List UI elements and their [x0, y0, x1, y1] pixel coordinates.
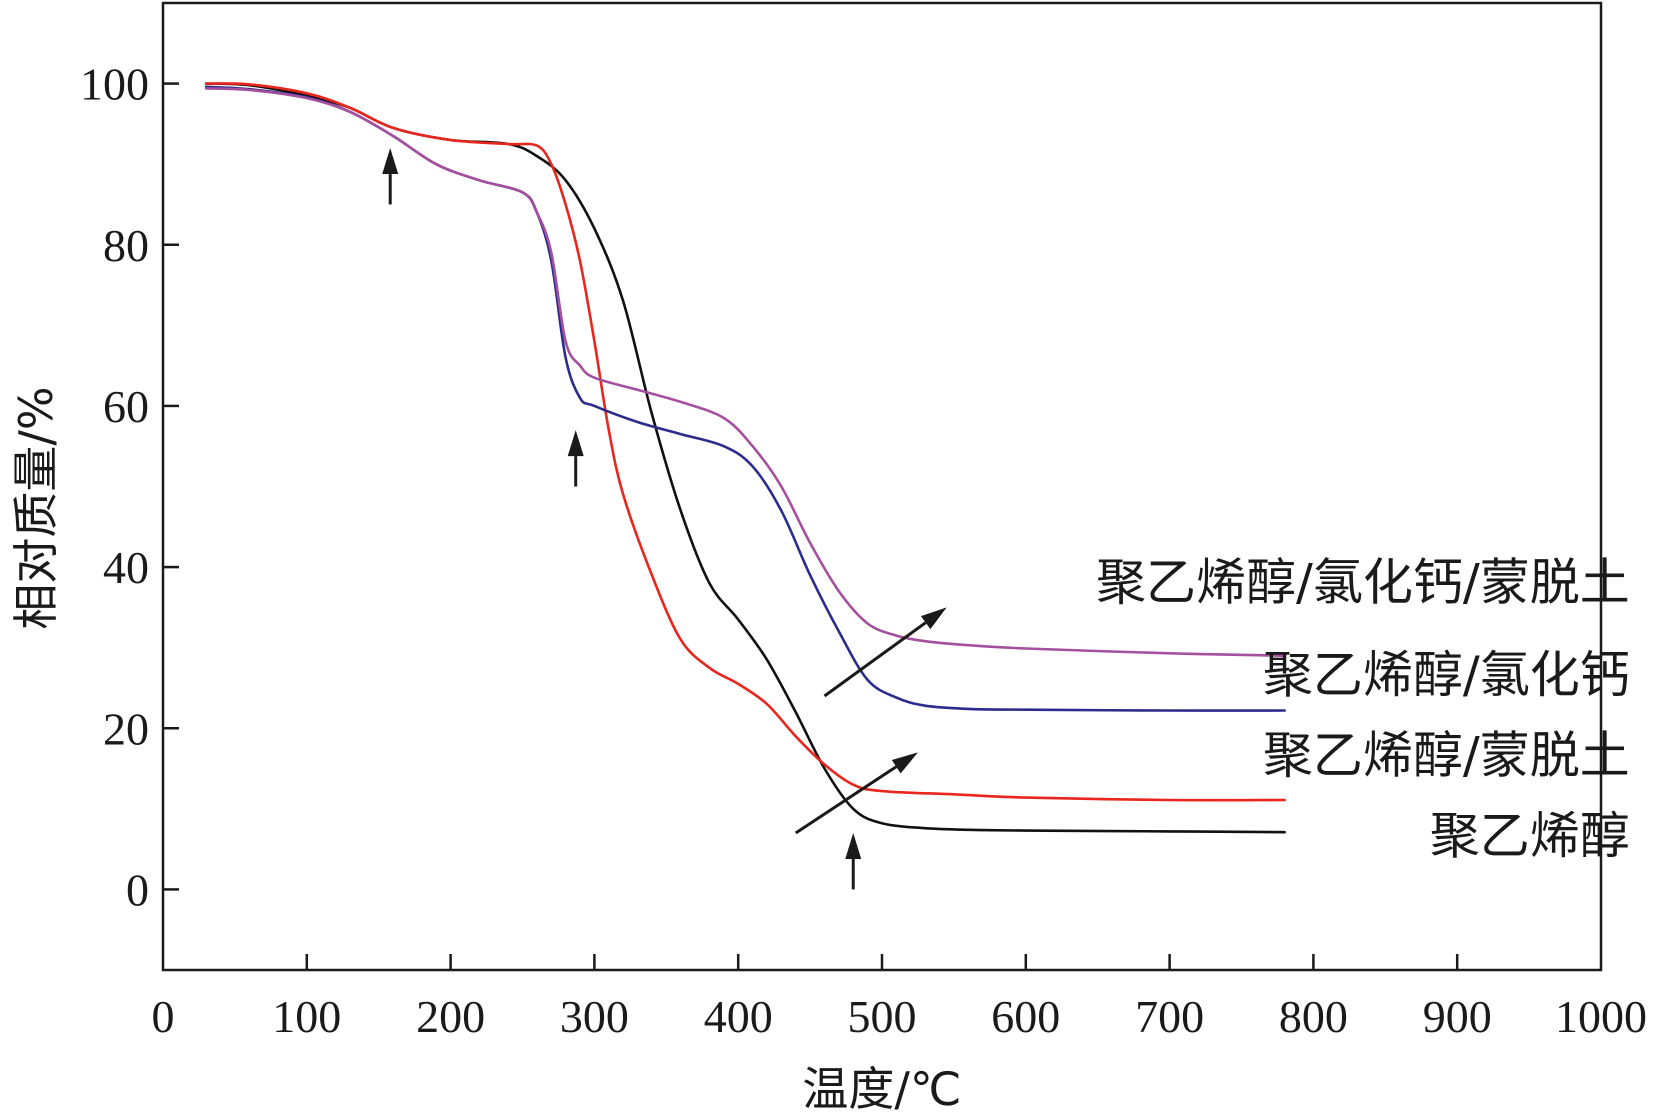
annotation-arrows	[382, 148, 947, 890]
x-tick-label: 800	[1279, 991, 1348, 1042]
y-tick-label: 0	[126, 864, 149, 915]
x-tick-label: 200	[416, 991, 485, 1042]
x-tick-label: 400	[704, 991, 773, 1042]
x-tick-label: 600	[991, 991, 1060, 1042]
series-line-1	[204, 82, 1286, 802]
x-tick-label: 700	[1135, 991, 1204, 1042]
series-label-0: 聚乙烯醇/氯化钙/蒙脱土	[1096, 553, 1630, 611]
y-tick-label: 40	[103, 542, 149, 593]
series-line-2	[204, 85, 1286, 712]
series-label-3: 聚乙烯醇	[1430, 807, 1630, 865]
label-arrow-pva-cacl2-mmt-head	[920, 607, 947, 630]
x-tick-label: 100	[272, 991, 341, 1042]
plot-frame	[161, 1, 1603, 972]
series-label-1: 聚乙烯醇/氯化钙	[1263, 646, 1630, 704]
peak-arrow-1-head	[382, 148, 399, 175]
y-tick-label: 80	[103, 220, 149, 271]
x-axis-title: 温度/℃	[802, 1062, 961, 1114]
label-arrow-pva-mmt-shaft	[794, 765, 898, 835]
x-tick-labels: 0 100 200 300 400 500 600 700 800 900 1000	[152, 991, 1648, 1042]
axis-ticks	[163, 82, 1459, 970]
y-tick-labels: 0 20 40 60 80 100	[80, 59, 149, 916]
series-line-3	[204, 87, 1286, 657]
x-tick-label: 300	[560, 991, 629, 1042]
label-arrow-pva-mmt-head	[891, 752, 918, 774]
y-axis-title: 相对质量/%	[9, 386, 63, 629]
x-tick-label: 900	[1423, 991, 1492, 1042]
label-arrow-pva-cacl2-mmt-shaft	[823, 621, 927, 698]
y-tick-label: 60	[103, 381, 149, 432]
y-tick-label: 100	[80, 59, 149, 110]
x-tick-label: 500	[848, 991, 917, 1042]
y-tick-label: 20	[103, 703, 149, 754]
x-tick-label: 1000	[1555, 991, 1647, 1042]
peak-arrow-3-head	[845, 833, 862, 860]
series-lines	[204, 82, 1286, 834]
peak-arrow-2-head	[567, 430, 584, 457]
x-tick-label: 0	[152, 991, 175, 1042]
series-label-2: 聚乙烯醇/蒙脱土	[1263, 727, 1630, 785]
